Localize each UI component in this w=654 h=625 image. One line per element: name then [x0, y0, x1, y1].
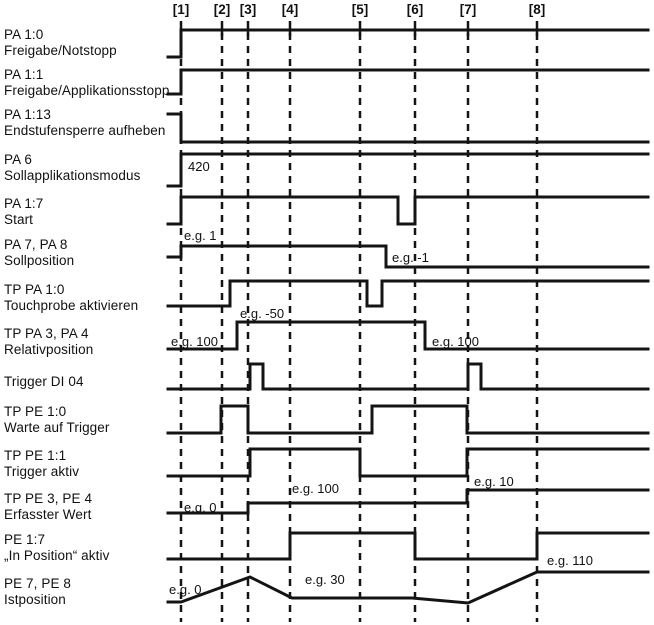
signal-label-pe-1-7: PE 1:7 „In Position“ aktiv	[4, 532, 109, 564]
signal-label-line1: TP PA 1:0	[4, 282, 65, 297]
signal-label-line2: Touchprobe aktivieren	[4, 298, 139, 313]
signal-label-pa-1-13: PA 1:13 Endstufensperre aufheben	[4, 107, 166, 139]
signal-label-line2: Start	[4, 212, 34, 227]
signal-trace-pe-7-pe-8	[166, 570, 650, 605]
signal-label-line1: PA 6	[4, 152, 32, 167]
signal-label-line2: Freigabe/Applikationsstopp	[4, 83, 170, 98]
signal-label-line2: Sollposition	[4, 253, 75, 268]
value-annotation-pa-7-pa-8-1: e.g. -1	[392, 250, 429, 265]
time-marker-label-2: [2]	[213, 2, 231, 17]
signal-trace-trigger-di-04	[166, 362, 650, 391]
value-annotation-pe-7-pe-8-2: e.g. 110	[547, 553, 594, 568]
signal-trace-tp-pa-1-0	[166, 279, 650, 308]
signal-label-tp-pe-1-0: TP PE 1:0 Warte auf Trigger	[4, 404, 110, 436]
signal-label-pa-7-pa-8: PA 7, PA 8 Sollposition	[4, 237, 74, 269]
signal-label-pa-1-0: PA 1:0 Freigabe/Notstopp	[4, 27, 117, 59]
signal-label-pa-1-1: PA 1:1 Freigabe/Applikationsstopp	[4, 67, 169, 99]
time-marker-label-8: [8]	[528, 2, 546, 17]
signal-trace-pa-1-13	[166, 112, 650, 144]
signal-label-line1: PA 1:7	[4, 196, 44, 211]
signal-label-line1: PA 1:13	[4, 107, 51, 122]
signal-label-line2: Istposition	[4, 592, 66, 607]
signal-trace-pe-1-7	[166, 531, 650, 561]
value-annotation-tp-pe-3-pe-4-0: e.g. 0	[184, 500, 217, 515]
signal-label-line2: Sollapplikationsmodus	[4, 168, 141, 183]
value-annotation-tp-pa-3-pa-4-1: e.g. -50	[240, 306, 285, 321]
signal-label-line2: Warte auf Trigger	[4, 420, 110, 435]
signal-trace-tp-pe-3-pe-4	[166, 488, 650, 515]
signal-trace-pa-7-pa-8	[166, 244, 650, 269]
signal-label-tp-pe-3-pe-4: TP PE 3, PE 4 Erfasster Wert	[4, 491, 92, 523]
time-marker-label-7: [7]	[459, 2, 477, 17]
signal-trace-tp-pe-1-1	[166, 447, 650, 478]
signal-label-line1: PA 1:1	[4, 67, 44, 82]
time-marker-label-6: [6]	[406, 2, 424, 17]
value-annotation-pe-7-pe-8-0: e.g. 0	[169, 582, 202, 597]
signal-label-line1: TP PE 1:1	[4, 448, 67, 463]
value-annotation-pa-6-0: 420	[188, 159, 210, 174]
signal-label-line1: PA 7, PA 8	[4, 237, 68, 252]
value-annotation-tp-pa-3-pa-4-2: e.g. 100	[432, 334, 479, 349]
signal-label-pe-7-pe-8: PE 7, PE 8 Istposition	[4, 576, 71, 608]
value-annotation-tp-pe-3-pe-4-1: e.g. 100	[292, 481, 339, 496]
signal-label-line1: PE 7, PE 8	[4, 576, 72, 591]
signal-label-line2: Trigger aktiv	[4, 464, 80, 479]
signal-label-line1: PA 1:0	[4, 27, 44, 42]
signal-trace-pa-1-7	[166, 195, 650, 226]
signal-label-line2: Relativposition	[4, 342, 94, 357]
signal-label-line1: TP PE 1:0	[4, 404, 67, 419]
signal-trace-tp-pa-3-pa-4	[166, 320, 650, 351]
signal-label-line1: TP PE 3, PE 4	[4, 491, 93, 506]
signal-label-line2: Freigabe/Notstopp	[4, 43, 117, 58]
signal-label-pa-1-7: PA 1:7 Start	[4, 196, 43, 228]
signal-label-line2: Erfasster Wert	[4, 507, 92, 522]
signal-label-line1: Trigger DI 04	[4, 374, 84, 389]
signal-label-tp-pa-1-0: TP PA 1:0 Touchprobe aktivieren	[4, 282, 138, 314]
value-annotation-pa-7-pa-8-0: e.g. 1	[184, 228, 217, 243]
signal-label-tp-pe-1-1: TP PE 1:1 Trigger aktiv	[4, 448, 79, 480]
time-marker-label-5: [5]	[351, 2, 369, 17]
signal-label-line1: PE 1:7	[4, 532, 46, 547]
time-marker-label-1: [1]	[172, 2, 190, 17]
signal-label-tp-pa-3-pa-4: TP PA 3, PA 4 Relativposition	[4, 326, 93, 358]
signal-trace-tp-pe-1-0	[166, 404, 650, 435]
time-marker-label-4: [4]	[281, 2, 299, 17]
value-annotation-tp-pe-3-pe-4-2: e.g. 10	[474, 474, 514, 489]
signal-label-line2: „In Position“ aktiv	[4, 548, 110, 563]
signal-trace-pa-1-1	[166, 68, 650, 96]
time-marker-label-3: [3]	[239, 2, 257, 17]
signal-trace-pa-6	[166, 152, 650, 188]
signal-trace-pa-1-0	[166, 28, 650, 59]
value-annotation-pe-7-pe-8-1: e.g. 30	[305, 572, 345, 587]
signal-label-pa-6: PA 6 Sollapplikationsmodus	[4, 152, 140, 184]
value-annotation-tp-pa-3-pa-4-0: e.g. 100	[171, 334, 218, 349]
signal-label-line1: TP PA 3, PA 4	[4, 326, 89, 341]
signal-label-trigger-di-04: Trigger DI 04	[4, 374, 84, 390]
signal-label-line2: Endstufensperre aufheben	[4, 123, 166, 138]
